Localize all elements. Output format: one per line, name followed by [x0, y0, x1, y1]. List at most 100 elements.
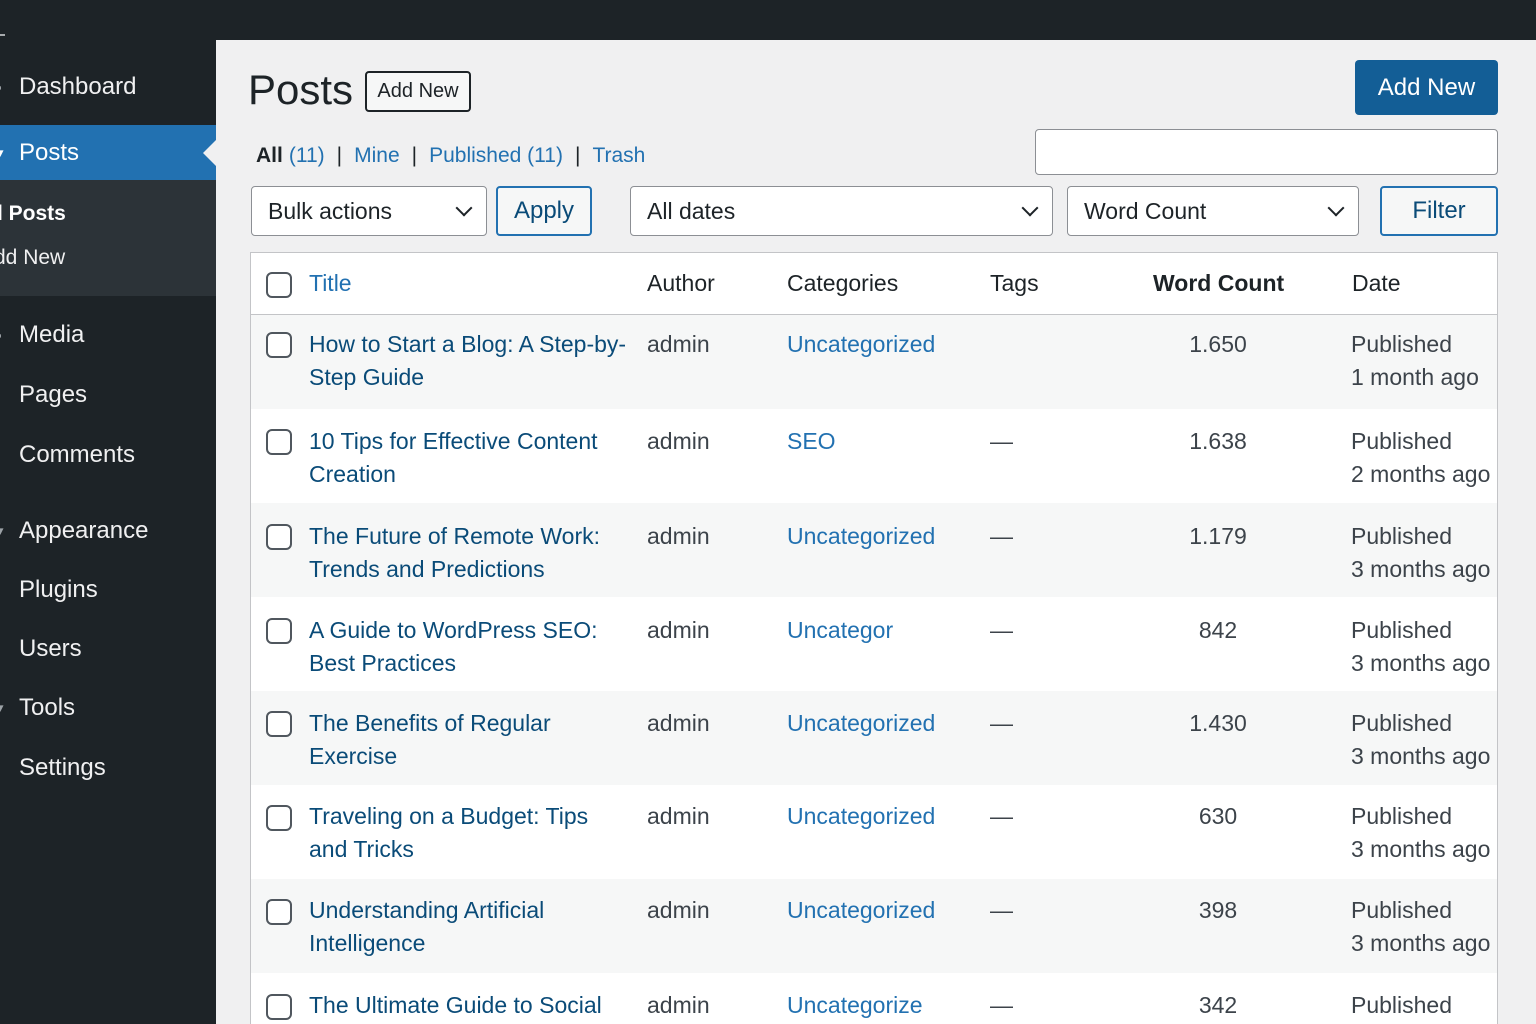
submenu-add-new[interactable]: dd New — [0, 246, 66, 269]
table-row: Traveling on a Budget: Tips and Tricks a… — [251, 785, 1497, 879]
row-checkbox[interactable] — [266, 711, 292, 737]
post-category-link[interactable]: Uncategorized — [787, 710, 936, 736]
apply-button[interactable]: Apply — [496, 186, 592, 236]
post-word-count: 1.638 — [1189, 428, 1247, 454]
sidebar-item-appearance[interactable]: ▾ Appearance — [0, 508, 216, 554]
column-date[interactable]: Date — [1352, 270, 1401, 296]
post-tags: — — [990, 803, 1013, 829]
post-tags: — — [990, 710, 1013, 736]
sidebar-item-plugins[interactable]: · Plugins — [0, 567, 216, 613]
sidebar-item-comments[interactable]: Comments — [0, 432, 216, 478]
select-all-checkbox[interactable] — [266, 272, 292, 298]
view-all-count[interactable]: (11) — [288, 144, 325, 167]
column-author: Author — [647, 270, 715, 296]
post-status: Published — [1351, 523, 1453, 549]
post-word-count: 398 — [1198, 897, 1238, 923]
main-content: Posts Add New Add New All (11) | Mine | … — [216, 40, 1536, 1024]
row-checkbox[interactable] — [266, 332, 292, 358]
post-title-link[interactable]: The Future of Remote Work: Trends and Pr… — [309, 523, 601, 582]
view-mine-link[interactable]: Mine — [354, 144, 400, 167]
submenu-all-posts[interactable]: l Posts — [0, 202, 66, 225]
row-checkbox[interactable] — [266, 899, 292, 925]
post-status: Published — [1351, 617, 1453, 643]
post-date: 3 months ago — [1351, 836, 1491, 862]
admin-bar — [0, 0, 1536, 40]
admin-bar-mark — [0, 34, 5, 36]
post-title-link[interactable]: 10 Tips for Effective Content Creation — [309, 428, 598, 487]
post-date: 1 month ago — [1351, 364, 1479, 390]
posts-icon: ▾ — [0, 144, 4, 160]
post-status: Published — [1351, 897, 1453, 923]
separator: | — [574, 144, 581, 167]
post-author: admin — [647, 428, 710, 454]
post-category-link[interactable]: Uncategor — [787, 617, 894, 643]
search-posts-input[interactable] — [1035, 129, 1498, 175]
word-count-select[interactable]: Word Count — [1067, 186, 1359, 236]
plugins-icon: · — [0, 583, 1, 598]
post-category-link[interactable]: Uncategorized — [787, 523, 936, 549]
appearance-icon: ▾ — [0, 523, 4, 538]
post-title-link[interactable]: A Guide to WordPress SEO: Best Practices — [309, 617, 598, 676]
add-new-primary-button[interactable]: Add New — [1355, 60, 1498, 115]
column-title[interactable]: Title — [309, 270, 352, 296]
table-row: A Guide to WordPress SEO: Best Practices… — [251, 597, 1497, 691]
row-checkbox[interactable] — [266, 429, 292, 455]
sidebar-item-label: Tools — [19, 694, 76, 721]
view-trash-link[interactable]: Trash — [592, 144, 646, 167]
filter-button[interactable]: Filter — [1380, 186, 1498, 236]
sidebar-item-dashboard[interactable]: ▪ Dashboard — [0, 62, 216, 112]
table-row: The Future of Remote Work: Trends and Pr… — [251, 503, 1497, 597]
sidebar-item-media[interactable]: ▪ Media — [0, 312, 216, 358]
post-category-link[interactable]: Uncategorized — [787, 897, 936, 923]
view-all-label[interactable]: All — [256, 144, 283, 167]
post-title-link[interactable]: Understanding Artificial Intelligence — [309, 897, 545, 956]
row-checkbox[interactable] — [266, 524, 292, 550]
post-word-count: 630 — [1198, 803, 1238, 829]
post-tags: — — [990, 992, 1013, 1018]
add-new-button[interactable]: Add New — [365, 71, 471, 112]
post-tags: — — [990, 428, 1013, 454]
column-word-count[interactable]: Word Count — [1153, 270, 1285, 296]
post-category-link[interactable]: Uncategorized — [787, 803, 936, 829]
posts-table: Title Author Categories Tags Word Count … — [250, 252, 1498, 1024]
post-word-count: 1.650 — [1189, 331, 1247, 357]
separator: | — [411, 144, 418, 167]
post-date: 2 months ago — [1351, 461, 1491, 487]
post-author: admin — [647, 897, 710, 923]
page-title: Posts — [248, 66, 354, 113]
row-checkbox[interactable] — [266, 805, 292, 831]
sidebar-item-label: Comments — [19, 441, 136, 468]
row-checkbox[interactable] — [266, 994, 292, 1020]
table-header: Title Author Categories Tags Word Count … — [251, 253, 1497, 315]
post-category-link[interactable]: Uncategorized — [787, 331, 936, 357]
post-status: Published — [1351, 331, 1453, 357]
row-checkbox[interactable] — [266, 618, 292, 644]
media-icon: ▪ — [0, 328, 2, 343]
tools-icon: ▾ — [0, 700, 4, 715]
post-category-link[interactable]: Uncategorize — [787, 992, 923, 1018]
sidebar-item-posts[interactable]: ▾ Posts — [0, 125, 216, 180]
post-author: admin — [647, 710, 710, 736]
bulk-actions-select[interactable]: Bulk actions — [251, 186, 487, 236]
separator: | — [336, 144, 343, 167]
post-category-link[interactable]: SEO — [787, 428, 836, 454]
view-published-link[interactable]: Published (11) — [429, 144, 563, 167]
date-filter-select[interactable]: All dates — [630, 186, 1053, 236]
post-date: 3 months ago — [1351, 556, 1491, 582]
post-status: Published — [1351, 803, 1453, 829]
sidebar-item-tools[interactable]: ▾ Tools — [0, 685, 216, 731]
sidebar-item-settings[interactable]: Settings — [0, 745, 216, 791]
bulk-actions-value: Bulk actions — [268, 197, 393, 224]
post-word-count: 1.179 — [1189, 523, 1247, 549]
post-author: admin — [647, 331, 710, 357]
sidebar-item-pages[interactable]: Pages — [0, 372, 216, 418]
dashboard-icon: ▪ — [0, 80, 2, 95]
post-title-link[interactable]: How to Start a Blog: A Step-by-Step Guid… — [309, 331, 627, 390]
post-title-link[interactable]: Traveling on a Budget: Tips and Tricks — [309, 803, 589, 862]
sidebar-item-users[interactable]: Users — [0, 626, 216, 672]
post-word-count: 842 — [1198, 617, 1238, 643]
post-word-count: 342 — [1198, 992, 1238, 1018]
post-title-link[interactable]: The Ultimate Guide to Social — [309, 992, 602, 1018]
table-row: Understanding Artificial Intelligence ad… — [251, 879, 1497, 973]
post-title-link[interactable]: The Benefits of Regular Exercise — [309, 710, 551, 769]
